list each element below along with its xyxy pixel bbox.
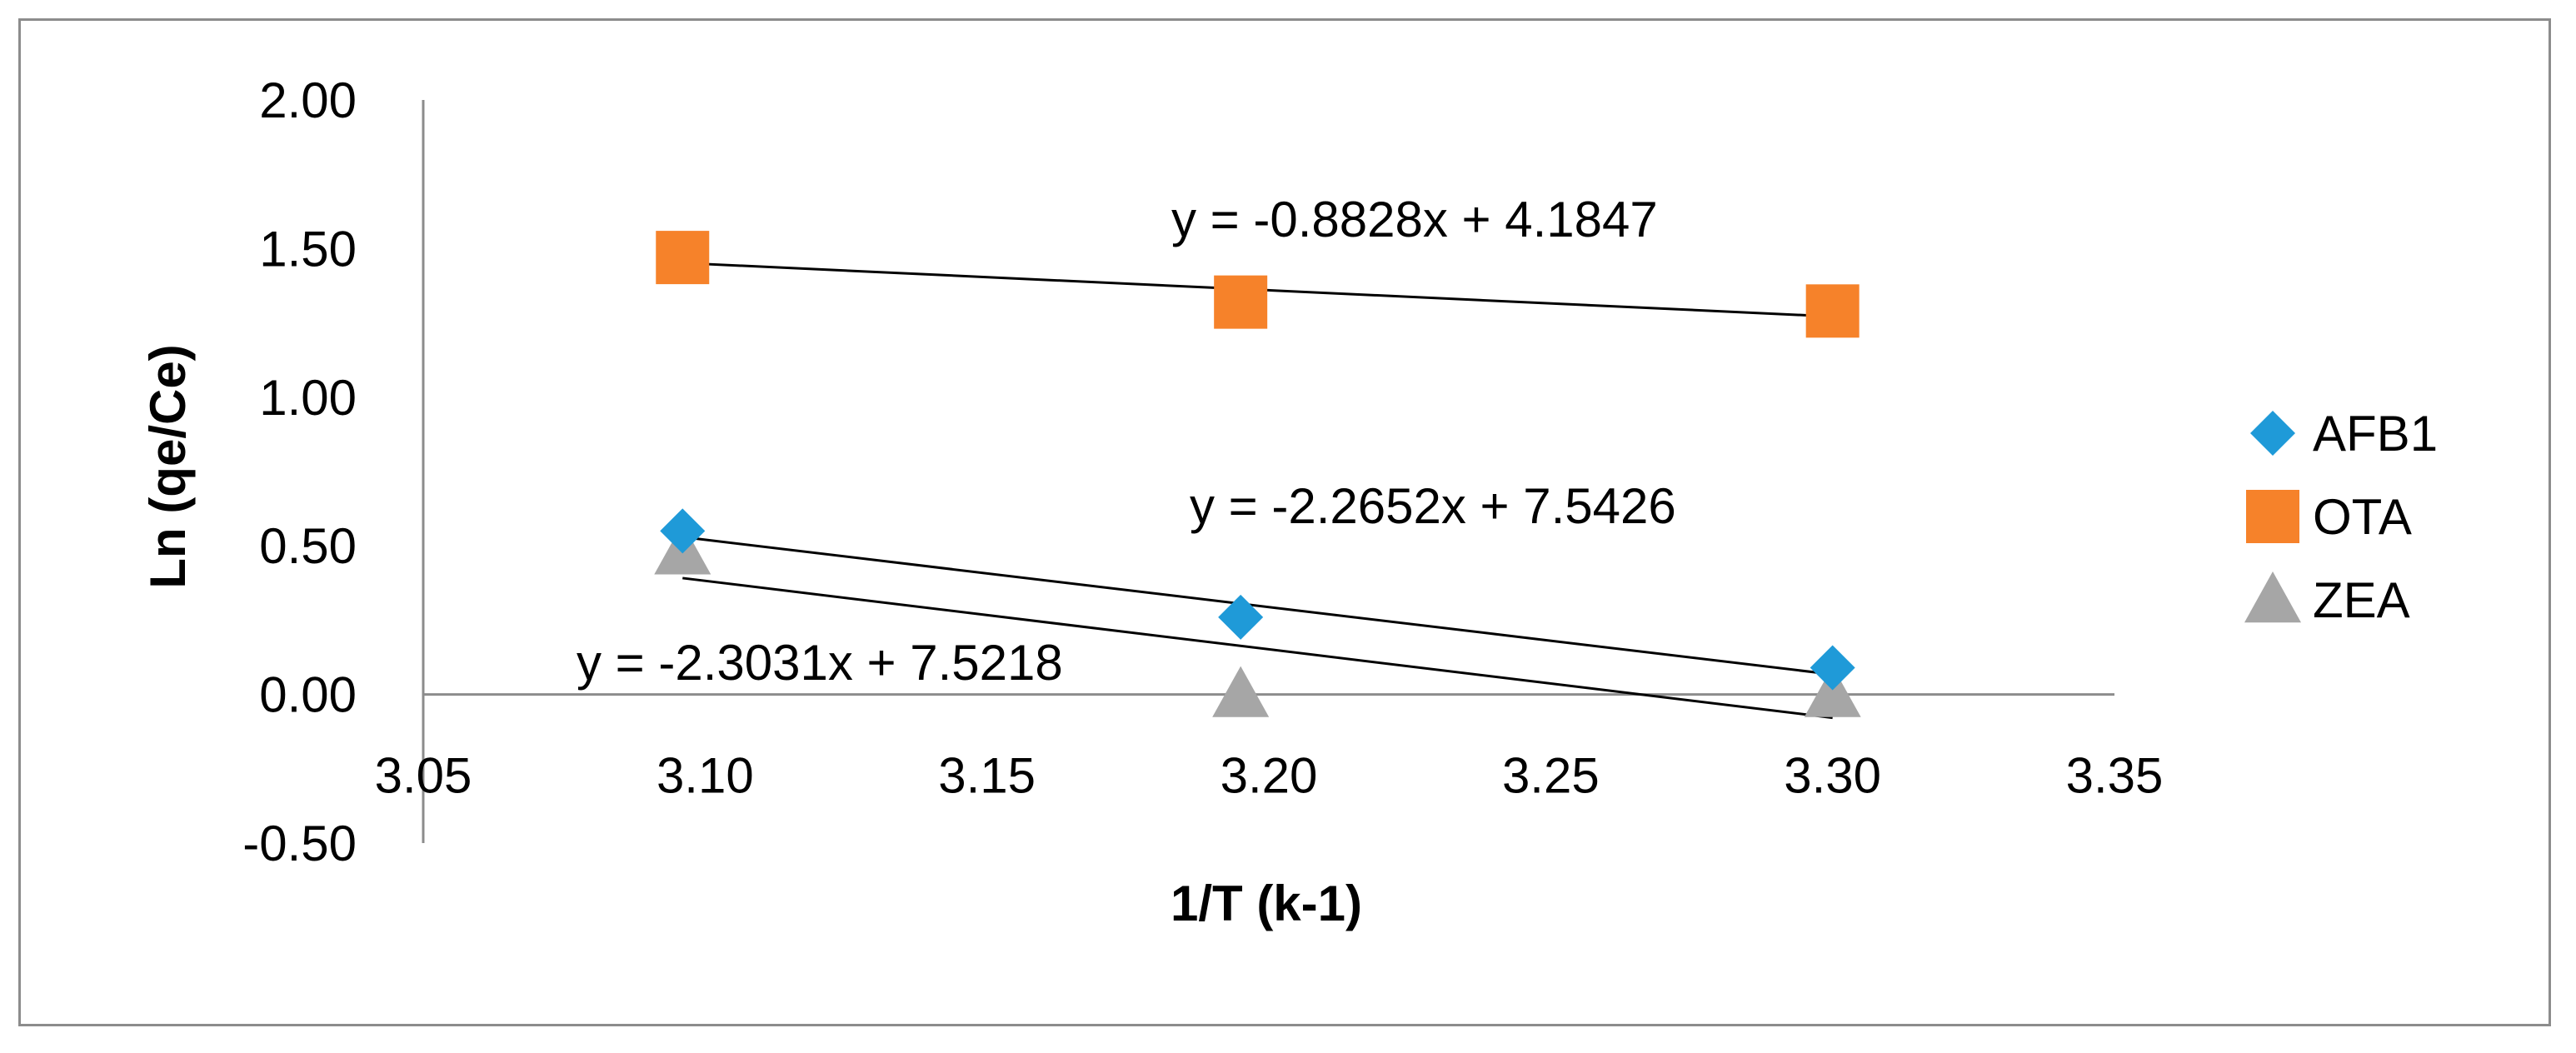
axes-layer: -0.50 0.00 0.50 1.00 1.50 2.00 3.05 3.10 3.15 3.2… — [242, 72, 2163, 871]
legend-label-afb1: AFB1 — [2313, 406, 2438, 462]
equation-label-afb1: y = -2.2652x + 7.5426 — [1190, 478, 1676, 534]
y-tick-label: 0.50 — [259, 518, 357, 574]
y-tick-label: 1.00 — [259, 370, 357, 426]
x-tick-label: 3.10 — [656, 748, 754, 804]
data-point-zea — [1804, 666, 1861, 717]
data-point-zea — [1212, 666, 1270, 717]
legend-marker-afb1 — [2250, 411, 2295, 456]
x-axis-title: 1/T (k-1) — [1171, 876, 1362, 931]
legend-label-zea: ZEA — [2313, 572, 2410, 628]
x-tick-label: 3.25 — [1502, 748, 1600, 804]
data-point-ota — [1214, 275, 1268, 329]
equation-label-zea: y = -2.3031x + 7.5218 — [577, 635, 1063, 691]
legend-marker-zea — [2244, 571, 2301, 623]
x-tick-label: 3.35 — [2066, 748, 2164, 804]
y-tick-label: 0.00 — [259, 667, 357, 723]
data-point-ota — [1805, 284, 1860, 338]
labels-layer: 1/T (k-1) Ln (qe/Ce) y = -0.8828x + 4.18… — [140, 192, 2438, 931]
y-tick-label: -0.50 — [242, 816, 357, 871]
chart-frame — [18, 18, 2551, 1026]
y-axis-title: Ln (qe/Ce) — [140, 344, 196, 588]
trendline-afb1 — [682, 536, 1833, 676]
x-tick-label: 3.05 — [375, 748, 472, 804]
data-point-ota — [656, 231, 710, 285]
data-point-afb1 — [1810, 645, 1855, 691]
data-point-afb1 — [660, 508, 706, 554]
legend-marker-ota — [2246, 490, 2299, 543]
x-tick-label: 3.30 — [1784, 748, 1881, 804]
equation-label-ota: y = -0.8828x + 4.1847 — [1171, 192, 1658, 247]
markers-layer — [654, 231, 1861, 717]
x-tick-label: 3.15 — [938, 748, 1036, 804]
trendline-zea — [682, 576, 1833, 720]
data-point-afb1 — [1218, 594, 1264, 640]
y-tick-label: 1.50 — [259, 221, 357, 277]
legend — [2244, 411, 2301, 623]
x-tick-label: 3.20 — [1221, 748, 1318, 804]
y-tick-label: 2.00 — [259, 72, 357, 128]
legend-label-ota: OTA — [2313, 489, 2412, 545]
